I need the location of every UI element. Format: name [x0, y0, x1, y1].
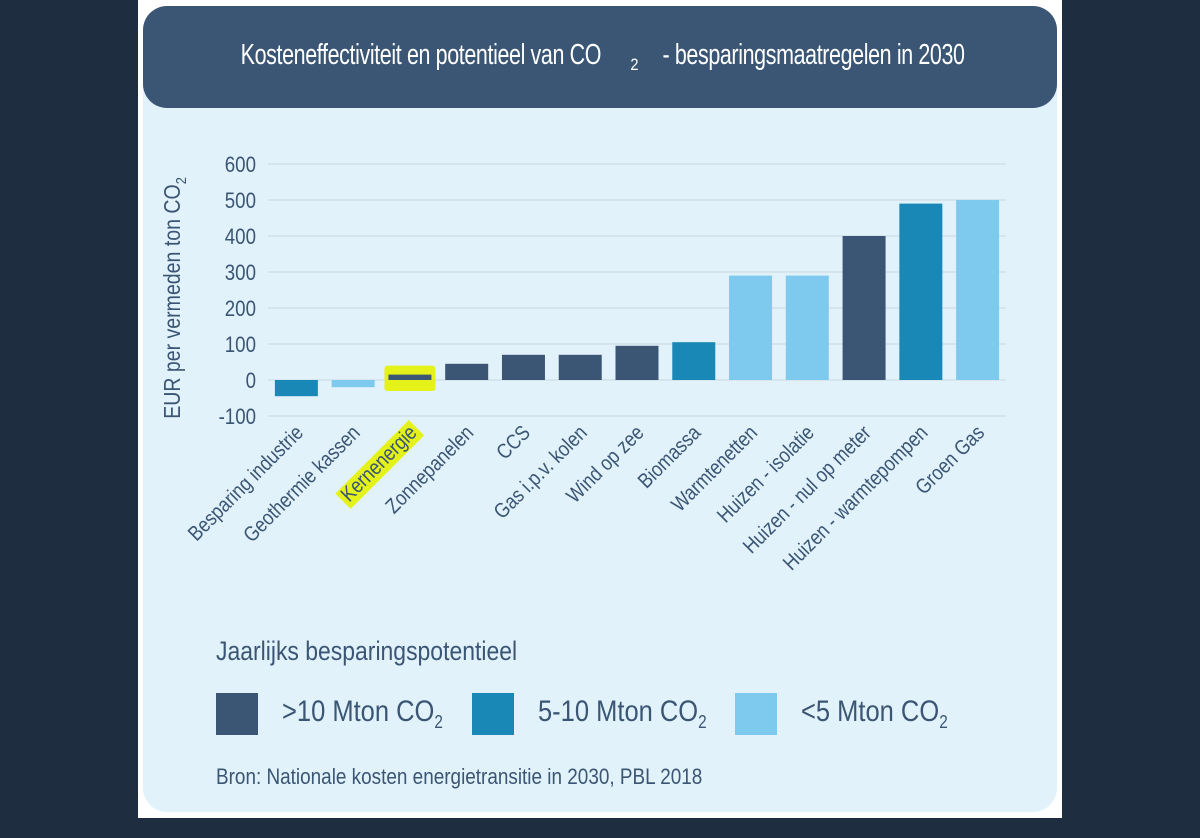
bar	[785, 275, 829, 380]
legend-label-medium: 5-10 Mton CO	[538, 695, 699, 728]
y-tick-label: 300	[225, 262, 256, 286]
bar	[558, 354, 602, 380]
bar	[388, 374, 432, 380]
legend-label-small: <5 Mton CO	[801, 695, 940, 728]
legend-sub-large: 2	[434, 712, 443, 732]
y-axis-title-sub: 2	[172, 177, 189, 184]
legend-item-large: >10 Mton CO2	[216, 693, 471, 735]
chart-panel	[143, 6, 1057, 812]
bar	[331, 380, 375, 388]
y-tick-label: 0	[246, 370, 256, 394]
legend-swatch-large	[216, 693, 258, 735]
bar	[445, 363, 489, 380]
legend-title: Jaarlijks besparingspotentieel	[216, 636, 518, 666]
y-tick-label: 500	[225, 190, 256, 214]
legend-label-large: >10 Mton CO	[282, 695, 435, 728]
title-text: Kosteneffectiviteit en potentieel van CO	[240, 39, 601, 71]
bar	[956, 200, 1000, 380]
bar	[729, 275, 773, 380]
bar	[274, 380, 318, 397]
title-subscript: 2	[630, 55, 638, 74]
legend-item-small: <5 Mton CO2	[735, 693, 974, 735]
legend-swatch-small	[735, 693, 777, 735]
legend-swatch-medium	[472, 693, 514, 735]
x-tick-label: CCS	[492, 421, 535, 464]
source-note: Bron: Nationale kosten energietransitie …	[216, 764, 703, 789]
y-tick-label: 100	[225, 334, 256, 358]
chart-title: Kosteneffectiviteit en potentieel van CO…	[143, 6, 1057, 108]
title-text-after: - besparingsmaatregelen in 2030	[662, 39, 965, 71]
bar	[842, 236, 886, 380]
bar	[615, 345, 659, 380]
bar	[501, 354, 545, 380]
y-tick-label: 200	[225, 298, 256, 322]
y-tick-label: -100	[219, 406, 256, 430]
bar	[899, 203, 943, 380]
y-axis-title: EUR per vermeden ton CO2	[160, 177, 190, 419]
label-highlight	[335, 420, 425, 509]
y-tick-label: 400	[225, 226, 256, 250]
legend-sub-small: 2	[939, 712, 948, 732]
y-tick-label: 600	[225, 154, 256, 178]
legend-sub-medium: 2	[698, 712, 707, 732]
bar	[672, 342, 716, 380]
legend-item-medium: 5-10 Mton CO2	[472, 693, 736, 735]
